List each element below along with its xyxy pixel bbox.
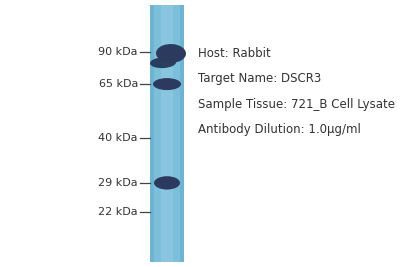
Text: 90 kDa: 90 kDa: [98, 47, 138, 57]
Text: 22 kDa: 22 kDa: [98, 207, 138, 217]
Bar: [161, 5, 173, 262]
Ellipse shape: [153, 78, 181, 90]
Text: 40 kDa: 40 kDa: [98, 132, 138, 143]
Bar: [180, 5, 184, 262]
Ellipse shape: [150, 57, 176, 68]
Text: 29 kDa: 29 kDa: [98, 178, 138, 188]
Text: 65 kDa: 65 kDa: [99, 79, 138, 89]
Text: Host: Rabbit: Host: Rabbit: [198, 47, 271, 60]
Bar: [150, 5, 154, 262]
Text: Antibody Dilution: 1.0μg/ml: Antibody Dilution: 1.0μg/ml: [198, 123, 361, 136]
Ellipse shape: [156, 44, 186, 63]
Text: Target Name: DSCR3: Target Name: DSCR3: [198, 72, 321, 85]
Bar: [150, 5, 184, 262]
Ellipse shape: [154, 176, 180, 190]
Text: Sample Tissue: 721_B Cell Lysate: Sample Tissue: 721_B Cell Lysate: [198, 98, 395, 111]
